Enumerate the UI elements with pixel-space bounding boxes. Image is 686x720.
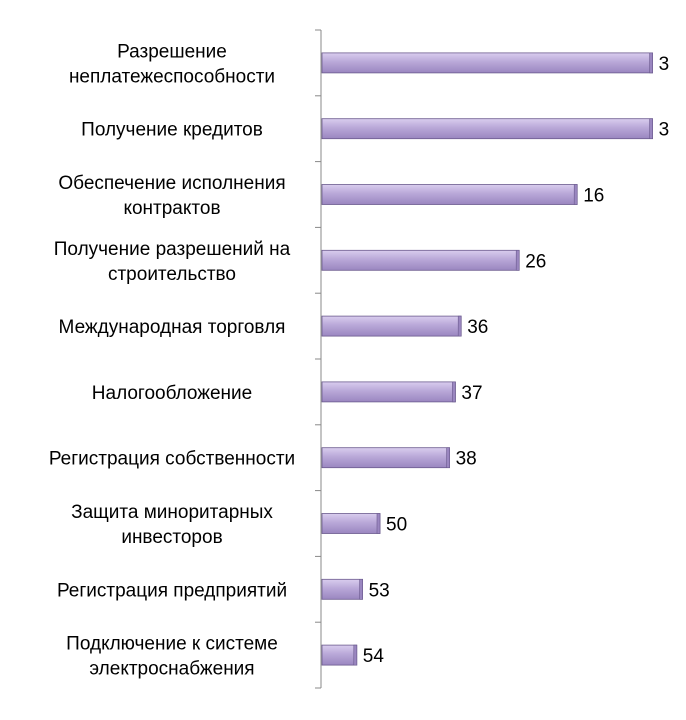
bar-7 [321, 513, 381, 534]
category-label-line: контрактов [123, 198, 220, 219]
bar-3 [321, 249, 520, 271]
value-label-7: 50 [386, 515, 407, 536]
value-label-1: 3 [659, 120, 670, 141]
bar-8 [321, 578, 363, 600]
category-label-line: Получение разрешений на [54, 239, 291, 260]
category-label-3: Получение разрешений на строительство [54, 239, 291, 285]
bar-5 [321, 381, 456, 403]
category-label-0: Разрешение неплатежеспособности [69, 41, 275, 87]
category-label-line: инвесторов [121, 527, 222, 548]
bars-layer [321, 52, 654, 666]
bar-0 [321, 52, 654, 74]
value-label-4: 36 [467, 317, 488, 338]
value-label-3: 26 [525, 251, 546, 272]
category-label-5: Налогообложение [92, 383, 252, 404]
bar-end-cap-9 [353, 644, 358, 666]
value-label-2: 16 [583, 186, 604, 207]
bar-end-cap-1 [649, 118, 653, 139]
value-label-0: 3 [659, 54, 670, 75]
category-label-line: электроснабжения [89, 659, 254, 680]
bar-end-cap-7 [376, 513, 381, 534]
category-labels: Разрешение неплатежеспособности Получение … [49, 41, 295, 679]
category-label-8: Регистрация предприятий [57, 580, 287, 601]
bar-6 [321, 447, 450, 469]
category-label-2: Обеспечение исполнения контрактов [58, 173, 285, 219]
category-label-line: Регистрация предприятий [57, 580, 287, 601]
bar-4 [321, 315, 462, 337]
category-label-line: Регистрация собственности [49, 449, 295, 470]
category-label-7: Защита миноритарных инвесторов [71, 502, 273, 548]
bar-end-cap-4 [457, 315, 462, 337]
category-label-4: Международная торговля [59, 317, 286, 338]
category-label-line: Обеспечение исполнения [58, 173, 285, 194]
bar-end-cap-6 [446, 447, 450, 469]
bar-end-cap-2 [573, 184, 578, 205]
category-label-line: неплатежеспособности [69, 66, 275, 87]
category-label-9: Подключение к системе электроснабжения [66, 634, 278, 680]
category-label-line: Подключение к системе [66, 634, 278, 655]
value-label-9: 54 [363, 646, 385, 667]
category-label-line: Защита миноритарных [71, 502, 273, 523]
bar-end-cap-5 [452, 381, 456, 403]
bar-end-cap-8 [359, 578, 363, 600]
value-label-5: 37 [461, 383, 482, 404]
category-label-line: Международная торговля [59, 317, 286, 338]
category-label-line: Разрешение [117, 41, 227, 62]
category-label-6: Регистрация собственности [49, 449, 295, 470]
bar-end-cap-3 [515, 250, 520, 271]
category-label-line: Налогообложение [92, 383, 252, 404]
category-axis [315, 29, 322, 689]
value-label-8: 53 [369, 580, 390, 601]
data-labels: 3 3 16 26 36 37 38 50 53 54 [363, 54, 669, 667]
value-label-6: 38 [456, 449, 477, 470]
bar-2 [321, 184, 578, 205]
category-label-1: Получение кредитов [81, 120, 263, 141]
category-label-line: строительство [108, 264, 236, 285]
category-label-line: Получение кредитов [81, 120, 263, 141]
bar-9 [321, 644, 358, 666]
bar-end-cap-0 [649, 52, 653, 74]
bar-1 [321, 118, 654, 140]
